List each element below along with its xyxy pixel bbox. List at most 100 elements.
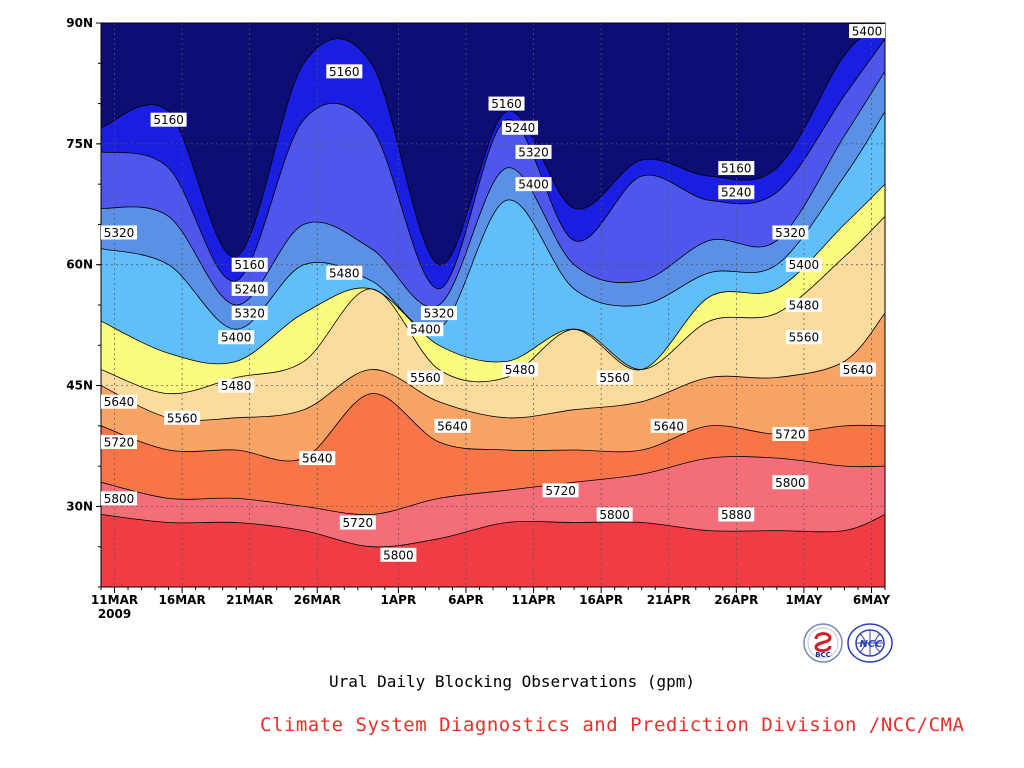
svg-text:5240: 5240 [505, 121, 536, 135]
svg-text:5560: 5560 [789, 331, 820, 345]
contour-label: 5640 [434, 418, 471, 433]
contour-fills [101, 23, 885, 587]
contour-labels: 5160 5160 5160 5160 5160 5240 5240 5240 5320 5320… [101, 24, 885, 562]
svg-text:5240: 5240 [234, 282, 265, 296]
contour-label: 5320 [420, 306, 457, 321]
svg-text:5400: 5400 [852, 25, 883, 39]
contour-label: 5160 [150, 112, 187, 127]
x-tick-label: 11APR [512, 593, 556, 607]
contour-label: 5160 [326, 64, 363, 79]
contour-line-5800 [101, 456, 885, 516]
contour-label: 5800 [380, 547, 417, 562]
x-axis: 11MAR 16MAR 21MAR 26MAR 1APR 6APR 11APR 16APR 21… [91, 587, 890, 621]
svg-text:5480: 5480 [329, 266, 360, 280]
svg-text:5720: 5720 [545, 484, 576, 498]
contour-label: 5480 [218, 378, 255, 393]
contour-line-5880 [101, 514, 885, 548]
contour-label: 5240 [231, 281, 268, 296]
svg-text:5640: 5640 [437, 419, 468, 433]
x-tick-label: 26APR [714, 593, 758, 607]
svg-text:5720: 5720 [343, 516, 374, 530]
svg-text:5320: 5320 [104, 226, 135, 240]
contour-label: 5160 [231, 257, 268, 272]
contour-line-5560 [101, 216, 885, 395]
contour-label: 5240 [502, 120, 539, 135]
contour-line-5640 [101, 312, 885, 421]
svg-text:5320: 5320 [424, 307, 455, 321]
contour-label: 5720 [542, 483, 579, 498]
x-tick-label: 21MAR [226, 593, 273, 607]
svg-text:5160: 5160 [329, 65, 360, 79]
svg-text:5800: 5800 [104, 492, 135, 506]
svg-text:5160: 5160 [234, 258, 265, 272]
svg-text:5320: 5320 [775, 226, 806, 240]
contour-label: 5320 [101, 225, 137, 240]
contour-label: 5400 [218, 330, 255, 345]
fill-band-5880 [101, 514, 885, 587]
contour-label: 5720 [772, 426, 809, 441]
svg-text:5640: 5640 [302, 452, 333, 466]
svg-text:5720: 5720 [104, 435, 135, 449]
contour-label: 5800 [596, 507, 633, 522]
svg-text:5480: 5480 [505, 363, 536, 377]
contour-label: 5560 [596, 370, 633, 385]
contour-label: 5320 [772, 225, 809, 240]
svg-text:5640: 5640 [653, 419, 684, 433]
svg-text:BCC: BCC [815, 651, 831, 659]
contour-label: 5560 [785, 330, 822, 345]
contour-label: 5640 [650, 418, 687, 433]
svg-text:5800: 5800 [383, 548, 414, 562]
svg-text:5320: 5320 [234, 307, 265, 321]
contour-label: 5800 [772, 475, 809, 490]
x-tick-label: 11MAR [91, 593, 138, 607]
svg-text:5880: 5880 [721, 508, 752, 522]
contour-label: 5720 [101, 434, 137, 449]
contour-label: 5480 [326, 265, 363, 280]
y-tick-label: 90N [66, 16, 93, 30]
contour-label: 5560 [407, 370, 444, 385]
y-tick-label: 75N [66, 137, 93, 151]
svg-text:5480: 5480 [789, 299, 820, 313]
svg-text:5400: 5400 [518, 178, 549, 192]
svg-text:5400: 5400 [221, 331, 252, 345]
svg-text:5160: 5160 [721, 162, 752, 176]
svg-text:5480: 5480 [221, 379, 252, 393]
contour-label: 5640 [839, 362, 876, 377]
svg-text:5400: 5400 [410, 323, 441, 337]
y-tick-label: 60N [66, 258, 93, 272]
contour-label: 5400 [407, 322, 444, 337]
contour-label: 5480 [502, 362, 539, 377]
x-tick-label: 26MAR [294, 593, 341, 607]
svg-text:NCC: NCC [859, 639, 883, 650]
svg-text:5160: 5160 [153, 113, 184, 127]
svg-text:5240: 5240 [721, 186, 752, 200]
contour-label: 5800 [101, 491, 137, 506]
contour-label: 5320 [231, 306, 268, 321]
contour-label: 5400 [785, 257, 822, 272]
svg-text:5160: 5160 [491, 97, 522, 111]
y-tick-label: 45N [66, 379, 93, 393]
x-tick-label: 1MAY [785, 593, 822, 607]
contour-label: 5320 [515, 144, 552, 159]
y-axis: 90N 75N 60N 45N 30N [66, 16, 101, 588]
contour-label: 5400 [515, 177, 552, 192]
contour-label: 5880 [718, 507, 755, 522]
svg-text:5800: 5800 [775, 476, 806, 490]
contour-label: 5400 [849, 24, 885, 39]
svg-text:5800: 5800 [599, 508, 630, 522]
contour-label: 5240 [718, 185, 755, 200]
contour-line-5240 [101, 38, 885, 290]
x-tick-label: 6APR [448, 593, 484, 607]
credit-text: Climate System Diagnostics and Predictio… [260, 714, 965, 736]
svg-text:5560: 5560 [167, 411, 198, 425]
contour-label: 5160 [488, 96, 525, 111]
svg-text:5320: 5320 [518, 145, 549, 159]
svg-text:5560: 5560 [410, 371, 441, 385]
svg-text:5640: 5640 [104, 395, 135, 409]
svg-text:5400: 5400 [789, 258, 820, 272]
x-tick-label: 6MAY [853, 593, 890, 607]
x-tick-label: 21APR [647, 593, 691, 607]
contour-label: 5640 [299, 451, 336, 466]
contour-label: 5720 [339, 515, 376, 530]
contour-label: 5160 [718, 161, 755, 176]
